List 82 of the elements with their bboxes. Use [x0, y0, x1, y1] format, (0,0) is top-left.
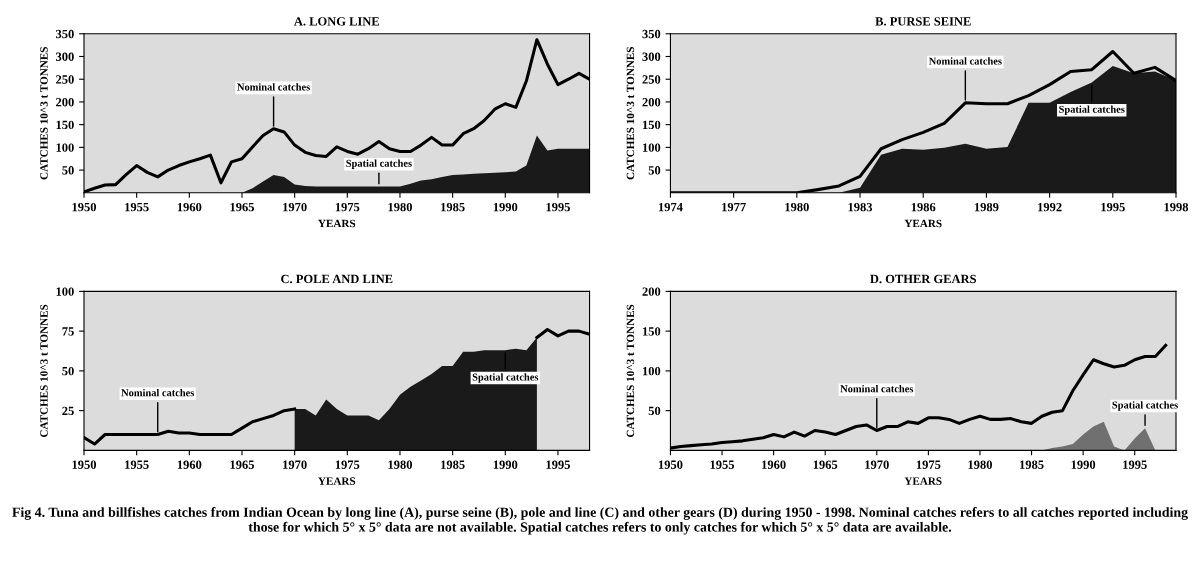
y-tick-label: 100	[642, 143, 661, 152]
x-tick-label: 1965	[813, 460, 838, 469]
y-tick-label: 250	[642, 75, 661, 84]
y-tick-label: 50	[648, 406, 661, 416]
x-tick-label: 1950	[72, 460, 97, 469]
y-tick-label: 50	[648, 166, 661, 175]
x-tick-label: 1992	[1038, 202, 1062, 212]
x-tick-label: 1950	[658, 460, 683, 469]
x-axis-title: YEARS	[904, 219, 942, 228]
y-axis-title: CATCHES 10^3 t TONNES	[626, 304, 635, 438]
x-tick-label: 1990	[493, 202, 518, 212]
chart-title: C. POLE AND LINE	[281, 274, 393, 284]
x-tick-label: 1950	[72, 202, 97, 212]
x-tick-label: 1983	[848, 202, 873, 212]
x-tick-label: 1965	[230, 202, 255, 212]
y-tick-label: 350	[642, 29, 661, 39]
x-tick-label: 1980	[388, 460, 412, 469]
x-tick-label: 1980	[968, 460, 992, 469]
x-tick-label: 1955	[710, 460, 735, 469]
x-tick-label: 1985	[441, 460, 465, 469]
x-tick-label: 1985	[1020, 460, 1044, 469]
y-tick-label: 150	[642, 327, 661, 336]
chart-title: B. PURSE SEINE	[875, 17, 971, 26]
x-tick-label: 1998	[1164, 202, 1189, 212]
caption: Fig 4. Tuna and billfishes catches from Indian Ocean by long line (A), purse seine (B), pole and line (C) and other gears (D) during 1950 - 1998. Nominal catches refers to all catches reported including those for which 5° x 5° data are not available. Spatial catches refers to only catches for which 5° x 5° data are available.	[12, 506, 1188, 535]
annotation: Spatial catches	[1059, 105, 1125, 115]
y-tick-label: 300	[56, 52, 74, 61]
x-tick-label: 1995	[546, 460, 570, 469]
x-tick-label: 1995	[1101, 202, 1125, 212]
y-tick-label: 50	[62, 366, 74, 376]
x-tick-label: 1970	[283, 202, 307, 212]
x-axis-title: YEARS	[318, 219, 356, 228]
x-tick-label: 1965	[230, 460, 255, 469]
y-axis-title: CATCHES 10^3 t TONNES	[40, 304, 48, 438]
x-tick-label: 1970	[283, 460, 307, 469]
y-tick-label: 200	[642, 287, 661, 296]
x-tick-label: 1986	[911, 202, 936, 212]
chart-title: D. OTHER GEARS	[870, 274, 976, 284]
x-tick-label: 1960	[762, 460, 786, 469]
x-tick-label: 1985	[441, 202, 465, 212]
y-tick-label: 25	[62, 406, 74, 416]
y-tick-label: 100	[642, 366, 661, 376]
y-tick-label: 350	[56, 29, 74, 39]
y-tick-label: 250	[56, 75, 74, 84]
x-tick-label: 1975	[916, 460, 941, 469]
x-tick-label: 1990	[1071, 460, 1096, 469]
x-tick-label: 1995	[1123, 460, 1147, 469]
x-tick-label: 1980	[388, 202, 412, 212]
annotation: Spatial catches	[346, 159, 412, 169]
x-tick-label: 1975	[335, 202, 360, 212]
x-tick-label: 1955	[125, 202, 149, 212]
y-axis-title: CATCHES 10^3 t TONNES	[626, 47, 635, 180]
y-tick-label: 300	[642, 52, 661, 61]
y-tick-label: 100	[56, 143, 74, 152]
x-tick-label: 1975	[335, 460, 360, 469]
x-tick-label: 1960	[177, 202, 202, 212]
x-tick-label: 1977	[722, 202, 746, 212]
annotation: Spatial catches	[472, 373, 539, 383]
x-axis-title: YEARS	[904, 477, 942, 485]
x-tick-label: 1989	[974, 202, 999, 212]
annotation: Spatial catches	[1112, 401, 1178, 411]
annotation: Nominal catches	[928, 57, 1002, 65]
x-tick-label: 1980	[785, 202, 809, 212]
y-tick-label: 75	[62, 327, 74, 336]
y-tick-label: 200	[56, 97, 74, 107]
x-tick-label: 1970	[865, 460, 889, 469]
y-tick-label: 150	[642, 120, 661, 130]
y-tick-label: 200	[642, 97, 661, 107]
x-tick-label: 1990	[493, 460, 518, 469]
y-tick-label: 50	[62, 166, 74, 175]
chart-title: A. LONG LINE	[294, 17, 380, 26]
x-tick-label: 1995	[546, 202, 570, 212]
x-tick-label: 1960	[177, 460, 202, 469]
annotation: Nominal catches	[121, 388, 195, 397]
x-tick-label: 1955	[125, 460, 149, 469]
y-tick-label: 150	[56, 120, 74, 130]
x-tick-label: 1974	[658, 202, 683, 212]
y-tick-label: 100	[56, 287, 74, 296]
y-axis-title: CATCHES 10^3 t TONNES	[40, 47, 48, 180]
x-axis-title: YEARS	[318, 477, 356, 485]
annotation: Nominal catches	[840, 384, 914, 393]
annotation: Nominal catches	[237, 83, 310, 91]
